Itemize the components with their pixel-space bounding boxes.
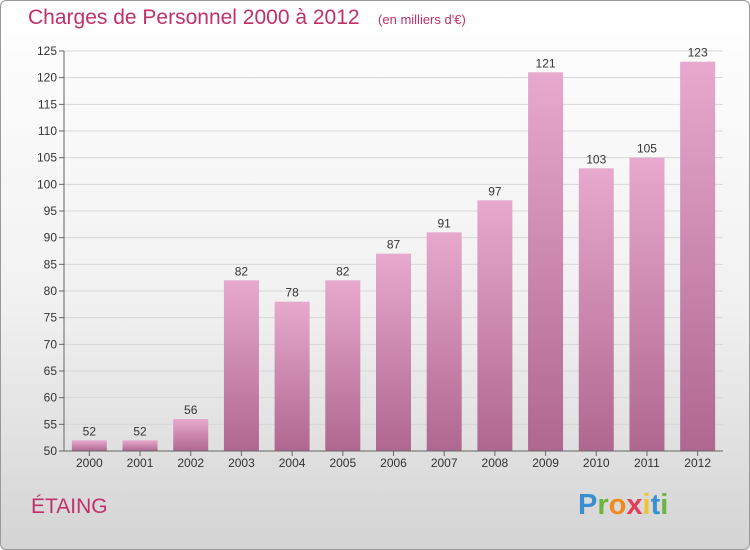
x-tick-label: 2004 <box>279 456 306 470</box>
logo-letter: o <box>608 489 627 521</box>
y-tick-label: 60 <box>44 391 58 405</box>
data-label: 82 <box>336 264 350 278</box>
x-tick-label: 2008 <box>482 456 509 470</box>
y-tick-label: 110 <box>38 124 57 138</box>
bar[interactable] <box>680 61 716 452</box>
x-tick-label: 2002 <box>177 456 204 470</box>
x-tick-label: 2003 <box>228 456 255 470</box>
y-tick-label: 90 <box>44 231 58 245</box>
chart-subtitle: (en milliers d'€) <box>378 12 466 27</box>
x-tick-label: 2005 <box>329 456 356 470</box>
bar[interactable] <box>376 253 411 451</box>
y-tick-label: 70 <box>44 337 58 351</box>
logo-letter: i <box>660 489 669 521</box>
y-tick-label: 50 <box>44 444 58 458</box>
y-tick-label: 55 <box>44 417 58 431</box>
y-tick-label: 75 <box>44 311 58 325</box>
data-label: 91 <box>438 216 452 230</box>
data-label: 105 <box>637 142 657 156</box>
y-tick-label: 80 <box>44 284 58 298</box>
x-tick-label: 2012 <box>684 456 711 470</box>
x-tick-label: 2009 <box>532 456 559 470</box>
data-label: 56 <box>184 403 198 417</box>
bar[interactable] <box>223 280 259 451</box>
chart-title: Charges de Personnel 2000 à 2012 <box>28 6 360 29</box>
y-tick-label: 105 <box>37 151 57 165</box>
data-label: 97 <box>488 184 502 198</box>
logo-letter: i <box>642 489 651 521</box>
bar[interactable] <box>528 72 564 451</box>
y-tick-label: 120 <box>37 71 57 85</box>
bar[interactable] <box>426 232 462 451</box>
logo-letter: t <box>650 489 661 521</box>
bar[interactable] <box>122 440 158 451</box>
data-label: 123 <box>688 46 708 60</box>
y-tick-label: 85 <box>44 257 58 271</box>
proxiti-logo[interactable]: Proxiti <box>578 489 668 522</box>
data-label: 78 <box>285 286 299 300</box>
commune-name: ÉTAING <box>31 495 108 518</box>
x-tick-label: 2010 <box>583 456 610 470</box>
data-label: 87 <box>387 238 401 252</box>
bar[interactable] <box>274 301 310 451</box>
x-tick-label: 2001 <box>127 456 154 470</box>
y-tick-label: 100 <box>37 177 57 191</box>
y-tick-label: 115 <box>38 97 57 111</box>
bar[interactable] <box>173 419 209 451</box>
x-tick-label: 2007 <box>431 456 458 470</box>
bar[interactable] <box>325 280 361 451</box>
x-tick-label: 2000 <box>76 456 103 470</box>
bar[interactable] <box>477 200 513 451</box>
logo-letter: P <box>578 489 598 521</box>
y-tick-label: 95 <box>44 204 58 218</box>
x-tick-label: 2006 <box>380 456 407 470</box>
data-label: 121 <box>536 56 556 70</box>
bar[interactable] <box>578 168 614 452</box>
bar[interactable] <box>71 440 107 451</box>
title-row: Charges de Personnel 2000 à 2012 (en mil… <box>28 6 466 30</box>
logo-letter: r <box>597 489 609 521</box>
data-label: 103 <box>586 152 606 166</box>
data-label: 52 <box>133 424 147 438</box>
data-label: 82 <box>235 264 249 278</box>
data-label: 52 <box>83 424 97 438</box>
x-tick-label: 2011 <box>634 456 660 470</box>
y-tick-label: 125 <box>37 44 57 58</box>
y-tick-label: 65 <box>44 364 58 378</box>
bar[interactable] <box>629 157 665 451</box>
logo-letter: x <box>626 489 643 521</box>
